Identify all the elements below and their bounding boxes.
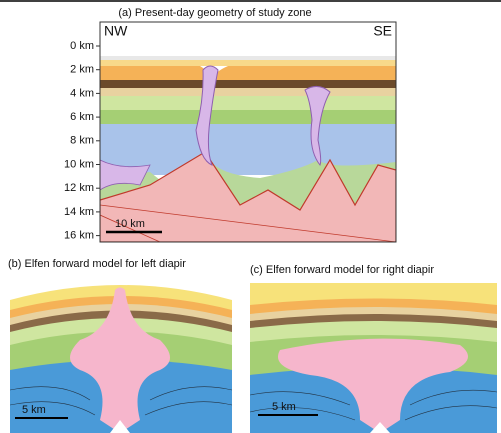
panel-a-title: (a) Present-day geometry of study zone: [118, 7, 311, 19]
figure: (a) Present-day geometry of study zone N…: [0, 0, 501, 433]
panel-c-title: (c) Elfen forward model for right diapir: [250, 264, 434, 276]
depth-tick-label: 6 km: [70, 111, 94, 123]
depth-tick-label: 10 km: [64, 158, 94, 170]
se-label: SE: [373, 23, 392, 39]
depth-axis: 0 km 2 km 4 km 6 km 8 km 10 km 12 km 14 km 16 km: [64, 40, 100, 242]
panel-a-section: [100, 22, 396, 242]
depth-tick-label: 8 km: [70, 135, 94, 147]
depth-tick-label: 16 km: [64, 230, 94, 242]
scale-bar-b-label: 5 km: [22, 404, 46, 416]
depth-tick-label: 2 km: [70, 64, 94, 76]
scale-bar-label: 10 km: [115, 218, 145, 230]
depth-tick-label: 12 km: [64, 182, 94, 194]
depth-tick-label: 0 km: [70, 40, 94, 52]
panel-b-title: (b) Elfen forward model for left diapir: [8, 258, 186, 270]
nw-label: NW: [104, 23, 128, 39]
depth-tick-label: 14 km: [64, 206, 94, 218]
depth-tick-label: 4 km: [70, 87, 94, 99]
scale-bar-c-label: 5 km: [272, 401, 296, 413]
